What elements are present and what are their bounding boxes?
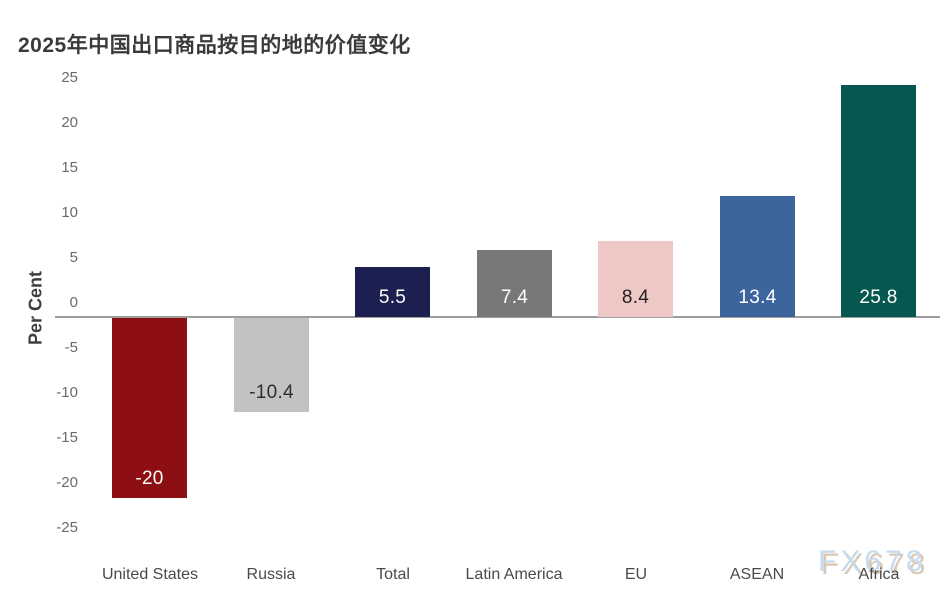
y-tick-label: -25 [56, 519, 78, 536]
bar-eu: 8.4 [598, 241, 673, 317]
y-tick-label: -10 [56, 384, 78, 401]
x-label-total: Total [376, 566, 410, 583]
y-tick-label: -20 [56, 474, 78, 491]
bar-latin-america: 7.4 [477, 250, 552, 317]
y-tick-label: 0 [69, 294, 78, 311]
bar-value-label: 7.4 [500, 287, 529, 308]
x-axis-zero-line [55, 316, 940, 318]
bar-africa: 25.8 [841, 85, 916, 317]
bar-value-label: -10.4 [249, 382, 294, 403]
bar-united-states: -20 [112, 318, 187, 498]
bar-value-label: 5.5 [378, 287, 407, 308]
bar-total: 5.5 [355, 267, 430, 317]
watermark: FX678 [818, 545, 927, 578]
bar-value-label: 13.4 [738, 287, 777, 308]
y-tick-label: 5 [69, 249, 78, 266]
y-tick-label: -15 [56, 429, 78, 446]
x-label-united-states: United States [101, 566, 199, 583]
y-tick-label: 25 [61, 69, 78, 86]
chart-title: 2025年中国出口商品按目的地的价值变化 [18, 34, 411, 57]
x-label-russia: Russia [246, 566, 296, 583]
bar-value-label: -20 [135, 468, 164, 489]
bar-russia: -10.4 [234, 318, 309, 412]
x-label-latin-america: Latin America [465, 566, 563, 583]
bar-asean: 13.4 [720, 196, 795, 317]
y-tick-label: 15 [61, 159, 78, 176]
x-label-asean: ASEAN [729, 566, 785, 583]
y-tick-label: -5 [64, 339, 78, 356]
y-tick-label: 20 [61, 114, 78, 131]
x-label-africa: Africa [858, 566, 900, 583]
bar-value-label: 25.8 [859, 287, 898, 308]
x-label-eu: EU [624, 566, 648, 583]
y-tick-label: 10 [61, 204, 78, 221]
bar-value-label: 8.4 [621, 287, 650, 308]
